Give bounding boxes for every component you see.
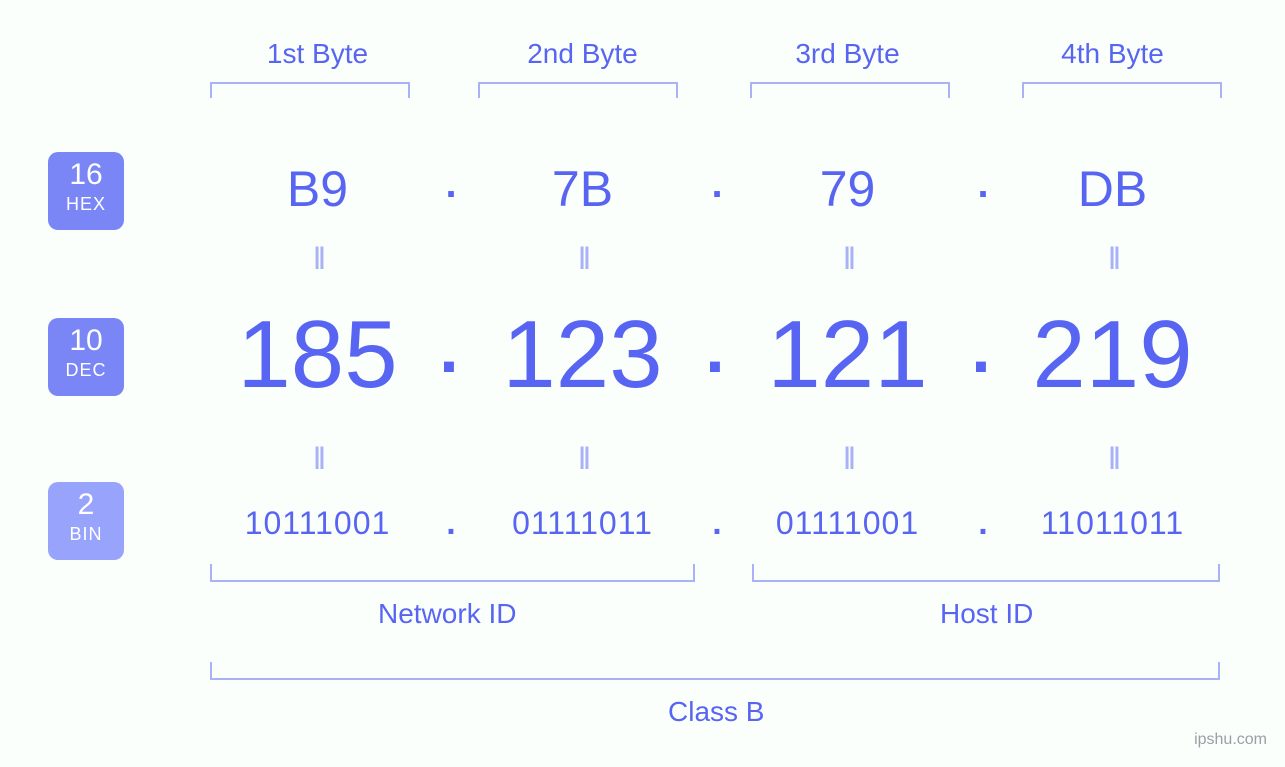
eq1-2: II [450, 240, 715, 277]
eq2-4: II [980, 440, 1245, 477]
equals-row-2: II II II II [185, 440, 1245, 477]
label-network-id: Network ID [378, 598, 516, 630]
bin-byte-3: 01111001 [715, 505, 980, 542]
bracket-byte-1 [210, 82, 410, 98]
dec-byte-2: 123 [450, 300, 715, 410]
dec-byte-4: 219 [980, 300, 1245, 410]
bracket-byte-2 [478, 82, 678, 98]
label-host-id: Host ID [940, 598, 1033, 630]
dec-byte-1: 185 [185, 300, 450, 410]
hex-dot-1: . [436, 162, 466, 207]
hex-byte-3: 79 [715, 160, 980, 218]
badge-dec-num: 10 [48, 326, 124, 356]
eq1-3: II [715, 240, 980, 277]
bracket-byte-3 [750, 82, 950, 98]
label-class: Class B [668, 696, 764, 728]
badge-hex-label: HEX [48, 194, 124, 215]
bracket-byte-4 [1022, 82, 1222, 98]
badge-dec-label: DEC [48, 360, 124, 381]
hex-byte-1: B9 [185, 160, 450, 218]
byte-header-3: 3rd Byte [715, 38, 980, 70]
bin-dot-1: . [436, 504, 466, 543]
dec-dot-3: . [966, 308, 996, 388]
dec-byte-3: 121 [715, 300, 980, 410]
bracket-network-id [210, 564, 695, 582]
byte-headers-row: 1st Byte 2nd Byte 3rd Byte 4th Byte [185, 38, 1245, 70]
bracket-host-id [752, 564, 1220, 582]
bin-dot-2: . [702, 504, 732, 543]
byte-header-1: 1st Byte [185, 38, 450, 70]
eq1-4: II [980, 240, 1245, 277]
badge-bin-num: 2 [48, 490, 124, 520]
badge-bin-label: BIN [48, 524, 124, 545]
byte-header-4: 4th Byte [980, 38, 1245, 70]
bin-dot-3: . [968, 504, 998, 543]
byte-header-2: 2nd Byte [450, 38, 715, 70]
hex-dot-2: . [702, 162, 732, 207]
dec-dot-1: . [434, 308, 464, 388]
hex-dot-3: . [968, 162, 998, 207]
bin-byte-4: 11011011 [980, 505, 1245, 542]
bin-byte-1: 10111001 [185, 505, 450, 542]
badge-hex-num: 16 [48, 160, 124, 190]
badge-dec: 10 DEC [48, 318, 124, 396]
eq2-2: II [450, 440, 715, 477]
dec-dot-2: . [700, 308, 730, 388]
eq2-1: II [185, 440, 450, 477]
badge-hex: 16 HEX [48, 152, 124, 230]
equals-row-1: II II II II [185, 240, 1245, 277]
badge-bin: 2 BIN [48, 482, 124, 560]
watermark: ipshu.com [1194, 731, 1267, 749]
bracket-class [210, 662, 1220, 680]
eq1-1: II [185, 240, 450, 277]
hex-byte-2: 7B [450, 160, 715, 218]
bin-byte-2: 01111011 [450, 505, 715, 542]
hex-byte-4: DB [980, 160, 1245, 218]
eq2-3: II [715, 440, 980, 477]
